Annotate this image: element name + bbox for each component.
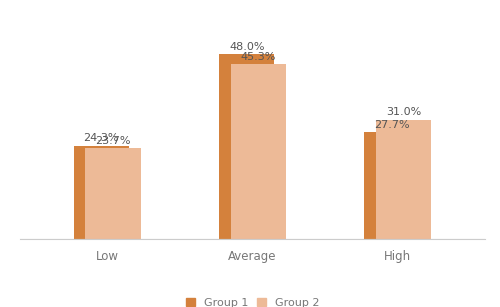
Bar: [74, 146, 129, 239]
Legend: Group 1, Group 2: Group 1, Group 2: [182, 293, 324, 307]
Text: 45.3%: 45.3%: [240, 52, 276, 62]
Bar: [376, 120, 431, 239]
Text: 27.7%: 27.7%: [374, 120, 410, 130]
Text: 31.0%: 31.0%: [386, 107, 421, 117]
Bar: [86, 148, 140, 239]
Bar: [230, 64, 286, 239]
Text: 48.0%: 48.0%: [229, 42, 264, 52]
Bar: [364, 132, 420, 239]
Text: 23.7%: 23.7%: [95, 136, 131, 146]
Bar: [219, 54, 274, 239]
Text: 24.3%: 24.3%: [84, 133, 119, 143]
